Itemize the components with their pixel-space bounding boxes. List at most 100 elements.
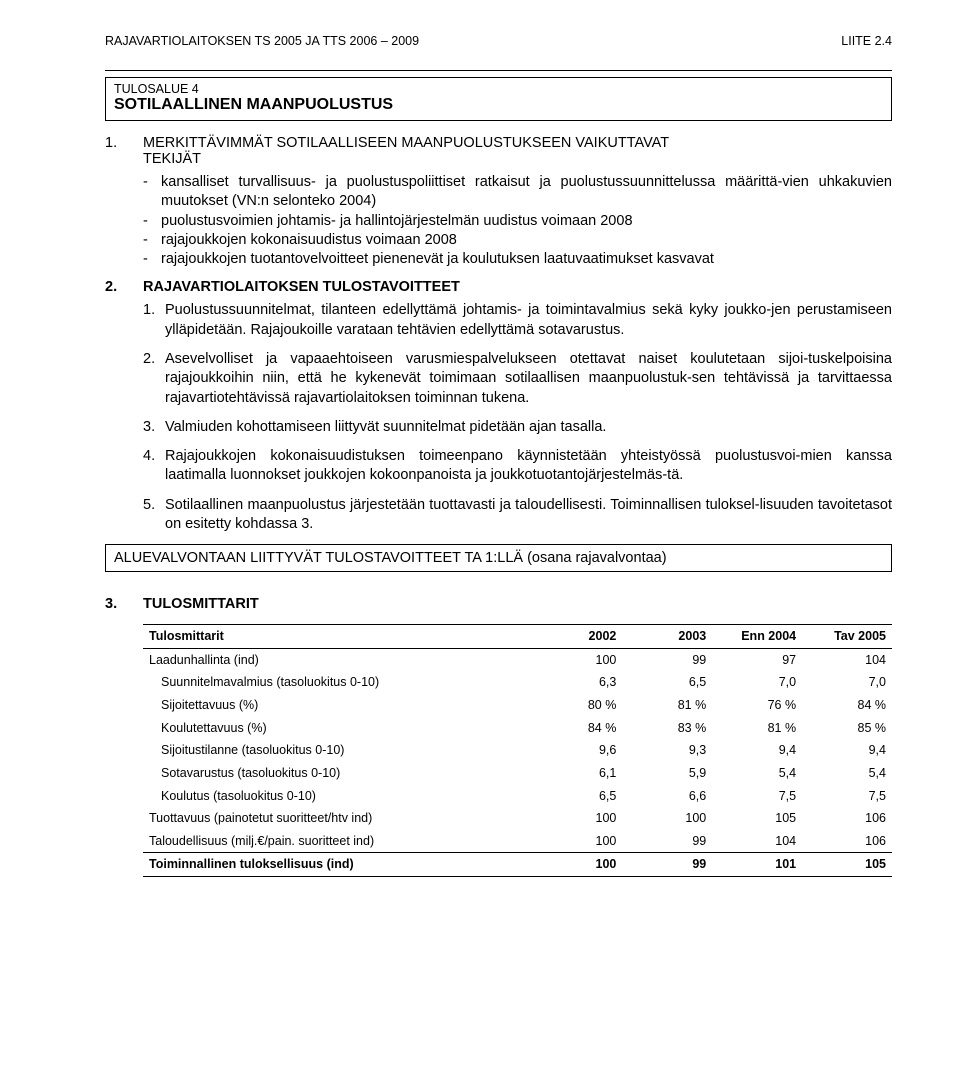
metrics-col-4: Tav 2005 (802, 625, 892, 649)
metric-value: 76 % (712, 694, 802, 717)
section-1-bullet: puolustusvoimien johtamis- ja hallintojä… (143, 212, 892, 231)
aluevalvonta-box: ALUEVALVONTAAN LIITTYVÄT TULOSTAVOITTEET… (105, 544, 892, 572)
section-3-title: TULOSMITTARIT (143, 596, 259, 612)
list-item-number: 3. (143, 418, 155, 437)
metric-value: 9,6 (532, 739, 622, 762)
table-row: Taloudellisuus (milj.€/pain. suoritteet … (143, 830, 892, 853)
section-2-item: 3. Valmiuden kohottamiseen liittyvät suun… (143, 418, 892, 437)
metric-value: 100 (532, 807, 622, 830)
metrics-header-row: Tulosmittarit 2002 2003 Enn 2004 Tav 200… (143, 625, 892, 649)
section-1-number: 1. (105, 135, 143, 167)
list-item-number: 1. (143, 301, 155, 320)
section-1-heading: 1. MERKITTÄVIMMÄT SOTILAALLISEEN MAANPUO… (105, 135, 892, 167)
metric-value: 7,0 (802, 671, 892, 694)
section-2-body: 1. Puolustussuunnitelmat, tilanteen edell… (143, 301, 892, 534)
list-item-text: Sotilaallinen maanpuolustus järjestetään… (165, 497, 892, 532)
metric-value: 105 (712, 807, 802, 830)
metric-value: 100 (532, 830, 622, 853)
metric-value: 106 (802, 830, 892, 853)
section-1-bullets: kansalliset turvallisuus- ja puolustuspo… (143, 173, 892, 269)
header-right: LIITE 2.4 (841, 34, 892, 48)
section-3-heading: 3. TULOSMITTARIT (105, 596, 892, 612)
section-1-bullet: rajajoukkojen tuotantovelvoitteet pienen… (143, 250, 892, 269)
table-row: Koulutettavuus (%)84 %83 %81 %85 % (143, 717, 892, 740)
metrics-col-1: 2002 (532, 625, 622, 649)
metric-label: Sijoitettavuus (%) (143, 694, 532, 717)
section-1-body: kansalliset turvallisuus- ja puolustuspo… (143, 173, 892, 269)
table-row: Suunnitelmavalmius (tasoluokitus 0-10)6,… (143, 671, 892, 694)
section-2-heading: 2. RAJAVARTIOLAITOKSEN TULOSTAVOITTEET (105, 279, 892, 295)
section-2-title: RAJAVARTIOLAITOKSEN TULOSTAVOITTEET (143, 279, 460, 295)
metric-value: 101 (712, 853, 802, 877)
metric-value: 9,3 (622, 739, 712, 762)
metric-value: 9,4 (712, 739, 802, 762)
list-item-number: 5. (143, 496, 155, 515)
table-row: Sotavarustus (tasoluokitus 0-10)6,15,95,… (143, 762, 892, 785)
metric-value: 6,5 (622, 671, 712, 694)
metric-value: 83 % (622, 717, 712, 740)
metric-value: 100 (532, 648, 622, 671)
metric-label: Sijoitustilanne (tasoluokitus 0-10) (143, 739, 532, 762)
metric-value: 80 % (532, 694, 622, 717)
metric-value: 6,6 (622, 785, 712, 808)
table-row: Sijoitustilanne (tasoluokitus 0-10)9,69,… (143, 739, 892, 762)
metric-value: 6,3 (532, 671, 622, 694)
table-row: Koulutus (tasoluokitus 0-10)6,56,67,57,5 (143, 785, 892, 808)
section-1-bullet: kansalliset turvallisuus- ja puolustuspo… (143, 173, 892, 212)
list-item-number: 2. (143, 350, 155, 369)
metric-value: 7,5 (712, 785, 802, 808)
section-2-items: 1. Puolustussuunnitelmat, tilanteen edell… (143, 301, 892, 534)
metrics-col-0: Tulosmittarit (143, 625, 532, 649)
metric-value: 106 (802, 807, 892, 830)
metric-label: Tuottavuus (painotetut suoritteet/htv in… (143, 807, 532, 830)
section-2-item: 2. Asevelvolliset ja vapaaehtoiseen varus… (143, 350, 892, 408)
section-3-number: 3. (105, 596, 143, 612)
metric-value: 7,0 (712, 671, 802, 694)
metric-value: 84 % (532, 717, 622, 740)
metric-value: 84 % (802, 694, 892, 717)
tulosalue-label: TULOSALUE 4 (114, 82, 883, 96)
page-header: RAJAVARTIOLAITOKSEN TS 2005 JA TTS 2006 … (105, 34, 892, 48)
list-item-number: 4. (143, 447, 155, 466)
section-1-bullet: rajajoukkojen kokonaisuudistus voimaan 2… (143, 231, 892, 250)
metric-value: 6,1 (532, 762, 622, 785)
metric-value: 5,4 (712, 762, 802, 785)
list-item-text: Puolustussuunnitelmat, tilanteen edellyt… (165, 302, 892, 337)
section-3-body: Tulosmittarit 2002 2003 Enn 2004 Tav 200… (143, 624, 892, 877)
metric-label: Toiminnallinen tuloksellisuus (ind) (143, 853, 532, 877)
metric-label: Sotavarustus (tasoluokitus 0-10) (143, 762, 532, 785)
metrics-col-2: 2003 (622, 625, 712, 649)
metric-value: 104 (712, 830, 802, 853)
metric-value: 7,5 (802, 785, 892, 808)
table-summary-row: Toiminnallinen tuloksellisuus (ind)10099… (143, 853, 892, 877)
metric-value: 104 (802, 648, 892, 671)
metric-value: 9,4 (802, 739, 892, 762)
tulosalue-box: TULOSALUE 4 SOTILAALLINEN MAANPUOLUSTUS (105, 77, 892, 121)
metric-value: 85 % (802, 717, 892, 740)
list-item-text: Rajajoukkojen kokonaisuudistuksen toimee… (165, 448, 892, 483)
header-rule (105, 70, 892, 71)
metric-value: 105 (802, 853, 892, 877)
section-2-item: 1. Puolustussuunnitelmat, tilanteen edell… (143, 301, 892, 340)
section-2-item: 4. Rajajoukkojen kokonaisuudistuksen toim… (143, 447, 892, 486)
table-row: Tuottavuus (painotetut suoritteet/htv in… (143, 807, 892, 830)
metric-value: 100 (622, 807, 712, 830)
metric-label: Laadunhallinta (ind) (143, 648, 532, 671)
list-item-text: Valmiuden kohottamiseen liittyvät suunni… (165, 419, 606, 435)
metric-value: 5,4 (802, 762, 892, 785)
list-item-text: Asevelvolliset ja vapaaehtoiseen varusmi… (165, 351, 892, 406)
metric-value: 99 (622, 853, 712, 877)
section-2-item: 5. Sotilaallinen maanpuolustus järjestetä… (143, 496, 892, 535)
tulosalue-title: SOTILAALLINEN MAANPUOLUSTUS (114, 96, 883, 114)
metric-value: 5,9 (622, 762, 712, 785)
metric-label: Taloudellisuus (milj.€/pain. suoritteet … (143, 830, 532, 853)
metric-label: Koulutus (tasoluokitus 0-10) (143, 785, 532, 808)
metric-value: 81 % (622, 694, 712, 717)
section-2-number: 2. (105, 279, 143, 295)
metric-value: 97 (712, 648, 802, 671)
metric-label: Suunnitelmavalmius (tasoluokitus 0-10) (143, 671, 532, 694)
table-row: Laadunhallinta (ind)1009997104 (143, 648, 892, 671)
metrics-table: Tulosmittarit 2002 2003 Enn 2004 Tav 200… (143, 624, 892, 877)
table-row: Sijoitettavuus (%)80 %81 %76 %84 % (143, 694, 892, 717)
metric-value: 99 (622, 830, 712, 853)
